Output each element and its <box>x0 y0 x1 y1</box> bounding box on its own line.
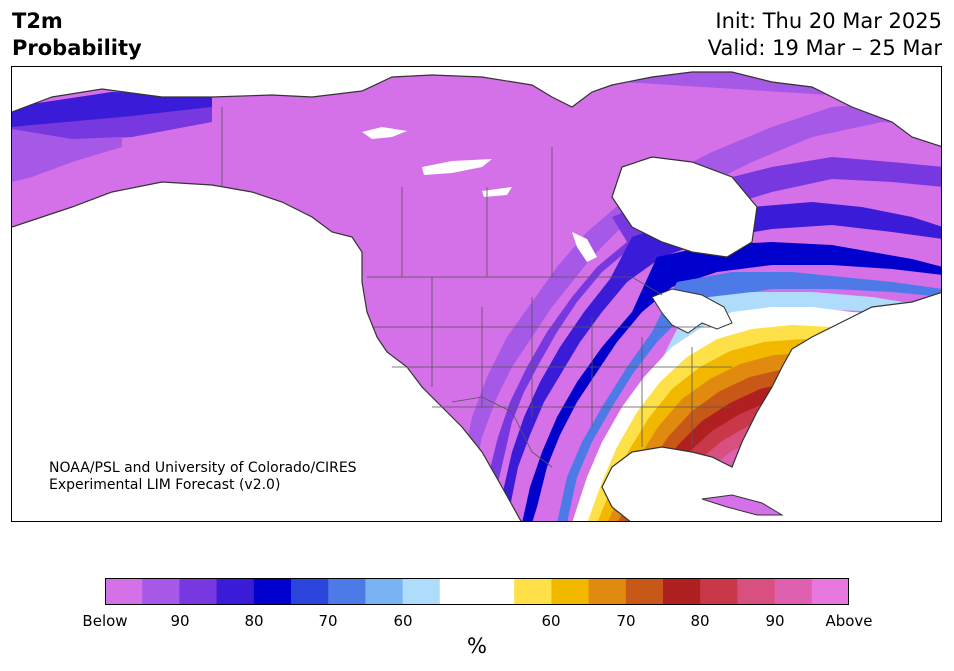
unit-label: % <box>467 634 487 658</box>
colorbar-swatch <box>142 578 180 605</box>
tick-label: 80 <box>244 612 264 630</box>
tick-label: 70 <box>318 612 338 630</box>
hudson-bay <box>611 156 758 258</box>
colorbar-swatch <box>700 578 738 605</box>
tick-label: Above <box>825 612 873 630</box>
colorbar-swatch <box>477 578 515 605</box>
political-borders <box>221 107 732 468</box>
colorbar-swatch <box>105 578 143 605</box>
tick-label: 80 <box>690 612 710 630</box>
colorbar-swatch <box>402 578 441 605</box>
colorbar-swatch <box>625 578 664 605</box>
colorbar-swatch <box>663 578 701 605</box>
map-canvas <box>12 71 941 521</box>
colorbar <box>105 578 849 605</box>
great-slave-lake <box>422 159 492 175</box>
cuba <box>701 494 784 516</box>
credit-line2: Experimental LIM Forecast (v2.0) <box>49 477 281 493</box>
forecast-dates: Init: Thu 20 Mar 2025 Valid: 19 Mar – 25… <box>708 8 942 62</box>
colorbar-border <box>105 578 849 605</box>
colorbar-swatch <box>588 578 627 605</box>
credit-text: NOAA/PSL and University of Colorado/CIRE… <box>49 460 357 494</box>
colorbar-swatch <box>179 578 218 605</box>
map-title: T2m Probability <box>12 8 142 62</box>
tick-label: 70 <box>616 612 636 630</box>
colorbar-swatch <box>216 578 255 605</box>
tick-label: 60 <box>393 612 413 630</box>
tick-label: Below <box>82 612 128 630</box>
colorbar-swatch <box>551 578 590 605</box>
title-line2: Probability <box>12 36 142 60</box>
colorbar-swatch <box>291 578 329 605</box>
credit-line1: NOAA/PSL and University of Colorado/CIRE… <box>49 460 357 476</box>
valid-range: Valid: 19 Mar – 25 Mar <box>707 36 942 60</box>
tick-label: 90 <box>765 612 785 630</box>
colorbar-swatch <box>365 578 404 605</box>
title-line1: T2m <box>12 9 63 33</box>
tick-label: 60 <box>541 612 561 630</box>
colorbar-swatch <box>774 578 813 605</box>
colorbar-swatch <box>514 578 552 605</box>
tick-label: 90 <box>170 612 190 630</box>
lake-winnipeg <box>572 232 597 262</box>
probability-field <box>12 72 941 521</box>
probability-map <box>11 66 942 522</box>
colorbar-swatch <box>439 578 478 605</box>
great-bear-lake <box>362 127 407 139</box>
lake-athabasca <box>482 187 512 197</box>
colorbar-swatch <box>253 578 292 605</box>
great-lakes <box>651 288 733 334</box>
colorbar-swatch <box>737 578 776 605</box>
coastlines <box>12 71 941 521</box>
colorbar-swatch <box>328 578 366 605</box>
colorbar-swatch <box>811 578 849 605</box>
init-date: Init: Thu 20 Mar 2025 <box>715 9 942 33</box>
